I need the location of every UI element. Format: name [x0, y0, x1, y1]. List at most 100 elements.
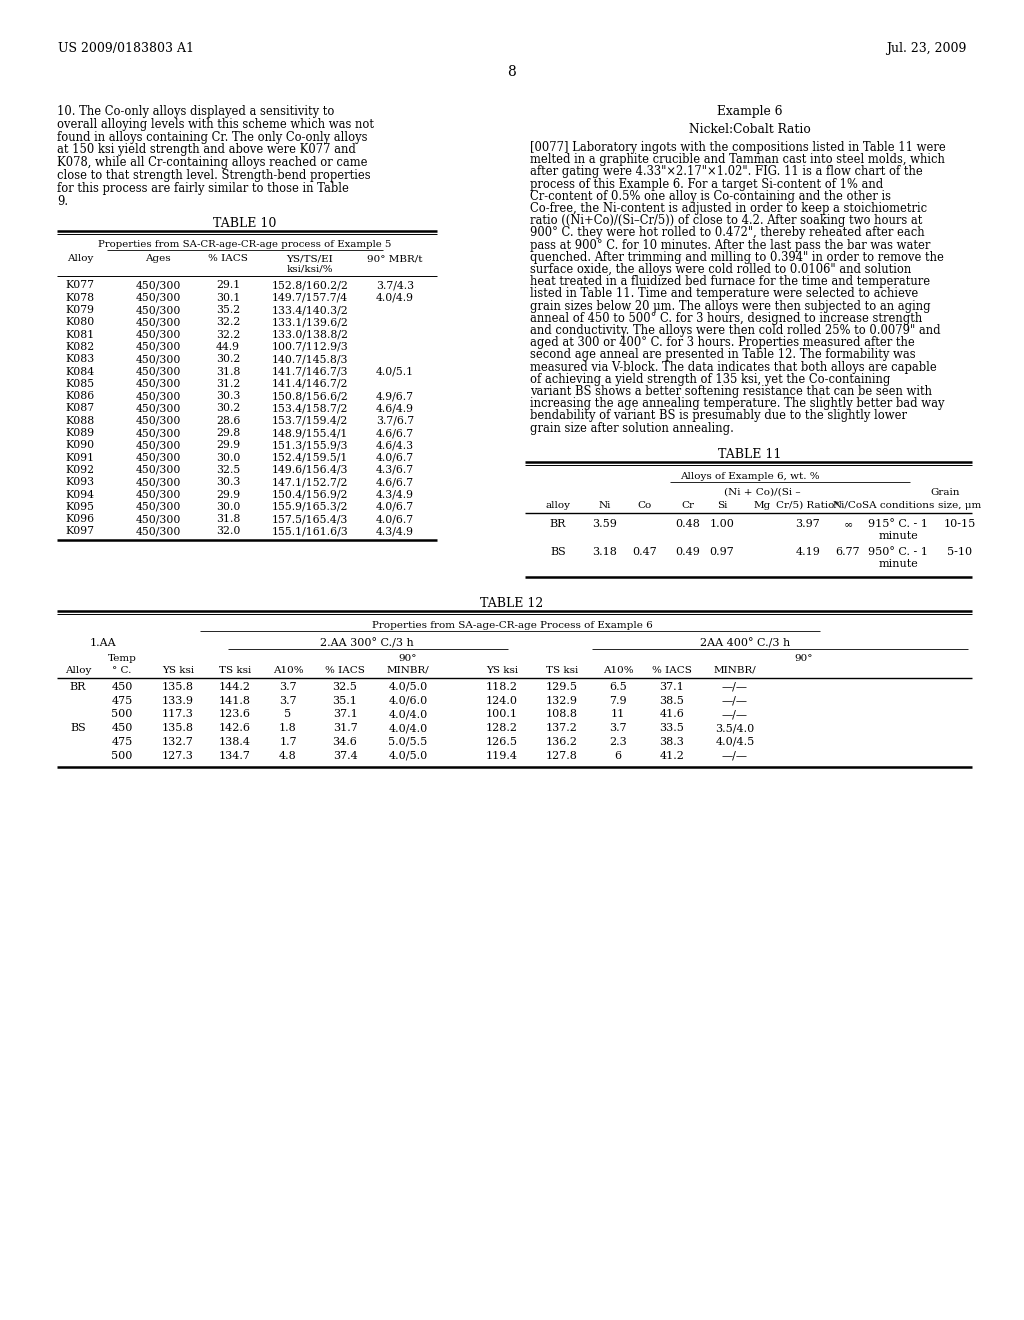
- Text: 3.7: 3.7: [280, 682, 297, 692]
- Text: 155.1/161.6/3: 155.1/161.6/3: [271, 527, 348, 536]
- Text: 30.0: 30.0: [216, 502, 241, 512]
- Text: 30.3: 30.3: [216, 391, 241, 401]
- Text: Properties from SA-CR-age-CR-age process of Example 5: Properties from SA-CR-age-CR-age process…: [98, 240, 392, 249]
- Text: Ni: Ni: [599, 500, 611, 510]
- Text: found in alloys containing Cr. The only Co-only alloys: found in alloys containing Cr. The only …: [57, 131, 368, 144]
- Text: 475: 475: [112, 737, 133, 747]
- Text: 9.: 9.: [57, 194, 69, 207]
- Text: 29.9: 29.9: [216, 441, 240, 450]
- Text: 37.1: 37.1: [333, 709, 357, 719]
- Text: 41.2: 41.2: [659, 751, 684, 760]
- Text: and conductivity. The alloys were then cold rolled 25% to 0.0079" and: and conductivity. The alloys were then c…: [530, 323, 941, 337]
- Text: 450: 450: [112, 723, 133, 733]
- Text: 3.5/4.0: 3.5/4.0: [716, 723, 755, 733]
- Text: 4.6/4.9: 4.6/4.9: [376, 404, 414, 413]
- Text: Temp: Temp: [108, 653, 136, 663]
- Text: ° C.: ° C.: [113, 665, 132, 675]
- Text: 31.8: 31.8: [216, 367, 241, 376]
- Text: 5.0/5.5: 5.0/5.5: [388, 737, 428, 747]
- Text: 450/300: 450/300: [135, 513, 180, 524]
- Text: 3.59: 3.59: [593, 519, 617, 529]
- Text: K078: K078: [66, 293, 94, 302]
- Text: 37.4: 37.4: [333, 751, 357, 760]
- Text: pass at 900° C. for 10 minutes. After the last pass the bar was water: pass at 900° C. for 10 minutes. After th…: [530, 239, 931, 252]
- Text: TS ksi: TS ksi: [219, 665, 251, 675]
- Text: K085: K085: [66, 379, 94, 389]
- Text: K094: K094: [66, 490, 94, 499]
- Text: —/—: —/—: [722, 682, 748, 692]
- Text: 450/300: 450/300: [135, 317, 180, 327]
- Text: 6.5: 6.5: [609, 682, 627, 692]
- Text: 4.9/6.7: 4.9/6.7: [376, 391, 414, 401]
- Text: TS ksi: TS ksi: [546, 665, 579, 675]
- Text: 450/300: 450/300: [135, 379, 180, 389]
- Text: 4.0/4.5: 4.0/4.5: [716, 737, 755, 747]
- Text: K082: K082: [66, 342, 94, 352]
- Text: 500: 500: [112, 709, 133, 719]
- Text: K080: K080: [66, 317, 94, 327]
- Text: aged at 300 or 400° C. for 3 hours. Properties measured after the: aged at 300 or 400° C. for 3 hours. Prop…: [530, 337, 914, 350]
- Text: US 2009/0183803 A1: US 2009/0183803 A1: [58, 42, 194, 55]
- Text: A10%: A10%: [272, 665, 303, 675]
- Text: heat treated in a fluidized bed furnace for the time and temperature: heat treated in a fluidized bed furnace …: [530, 275, 930, 288]
- Text: 3.7/4.3: 3.7/4.3: [376, 280, 414, 290]
- Text: 4.6/4.3: 4.6/4.3: [376, 441, 414, 450]
- Text: 35.2: 35.2: [216, 305, 240, 315]
- Text: 450/300: 450/300: [135, 416, 180, 426]
- Text: close to that strength level. Strength-bend properties: close to that strength level. Strength-b…: [57, 169, 371, 182]
- Text: % IACS: % IACS: [652, 665, 692, 675]
- Text: 0.49: 0.49: [676, 546, 700, 557]
- Text: 135.8: 135.8: [162, 682, 194, 692]
- Text: 4.0/6.7: 4.0/6.7: [376, 513, 414, 524]
- Text: 5: 5: [285, 709, 292, 719]
- Text: 151.3/155.9/3: 151.3/155.9/3: [271, 441, 348, 450]
- Text: 8: 8: [508, 65, 516, 79]
- Text: 450/300: 450/300: [135, 490, 180, 499]
- Text: 900° C. they were hot rolled to 0.472", thereby reheated after each: 900° C. they were hot rolled to 0.472", …: [530, 227, 925, 239]
- Text: 141.7/146.7/3: 141.7/146.7/3: [271, 367, 348, 376]
- Text: 0.47: 0.47: [633, 546, 657, 557]
- Text: 135.8: 135.8: [162, 723, 194, 733]
- Text: MINBR/: MINBR/: [714, 665, 757, 675]
- Text: 4.0/4.0: 4.0/4.0: [388, 723, 428, 733]
- Text: grain size after solution annealing.: grain size after solution annealing.: [530, 421, 734, 434]
- Text: 450/300: 450/300: [135, 502, 180, 512]
- Text: 134.7: 134.7: [219, 751, 251, 760]
- Text: 3.18: 3.18: [593, 546, 617, 557]
- Text: 6: 6: [614, 751, 622, 760]
- Text: 4.0/4.9: 4.0/4.9: [376, 293, 414, 302]
- Text: listed in Table 11. Time and temperature were selected to achieve: listed in Table 11. Time and temperature…: [530, 288, 919, 301]
- Text: 450/300: 450/300: [135, 280, 180, 290]
- Text: alloy: alloy: [546, 500, 570, 510]
- Text: overall alloying levels with this scheme which was not: overall alloying levels with this scheme…: [57, 117, 374, 131]
- Text: 10-15: 10-15: [944, 519, 976, 529]
- Text: 10. The Co-only alloys displayed a sensitivity to: 10. The Co-only alloys displayed a sensi…: [57, 106, 335, 117]
- Text: 2.AA 300° C./3 h: 2.AA 300° C./3 h: [321, 638, 414, 648]
- Text: K079: K079: [66, 305, 94, 315]
- Text: 450/300: 450/300: [135, 293, 180, 302]
- Text: K087: K087: [66, 404, 94, 413]
- Text: 450/300: 450/300: [135, 465, 180, 475]
- Text: 90° MBR/t: 90° MBR/t: [368, 255, 423, 264]
- Text: measured via V-block. The data indicates that both alloys are capable: measured via V-block. The data indicates…: [530, 360, 937, 374]
- Text: 30.2: 30.2: [216, 404, 241, 413]
- Text: 0.97: 0.97: [710, 546, 734, 557]
- Text: 129.5: 129.5: [546, 682, 578, 692]
- Text: 4.3/4.9: 4.3/4.9: [376, 490, 414, 499]
- Text: Alloy: Alloy: [67, 255, 93, 264]
- Text: 4.6/6.7: 4.6/6.7: [376, 428, 414, 438]
- Text: 133.1/139.6/2: 133.1/139.6/2: [271, 317, 348, 327]
- Text: 30.3: 30.3: [216, 478, 241, 487]
- Text: at 150 ksi yield strength and above were K077 and: at 150 ksi yield strength and above were…: [57, 144, 356, 156]
- Text: ratio ((Ni+Co)/(Si–Cr/5)) of close to 4.2. After soaking two hours at: ratio ((Ni+Co)/(Si–Cr/5)) of close to 4.…: [530, 214, 923, 227]
- Text: 1.8: 1.8: [280, 723, 297, 733]
- Text: Alloy: Alloy: [65, 665, 91, 675]
- Text: surface oxide, the alloys were cold rolled to 0.0106" and solution: surface oxide, the alloys were cold roll…: [530, 263, 911, 276]
- Text: 32.0: 32.0: [216, 527, 241, 536]
- Text: 450/300: 450/300: [135, 391, 180, 401]
- Text: 450/300: 450/300: [135, 330, 180, 339]
- Text: K078, while all Cr-containing alloys reached or came: K078, while all Cr-containing alloys rea…: [57, 156, 368, 169]
- Text: grain sizes below 20 μm. The alloys were then subjected to an aging: grain sizes below 20 μm. The alloys were…: [530, 300, 931, 313]
- Text: bendability of variant BS is presumably due to the slightly lower: bendability of variant BS is presumably …: [530, 409, 907, 422]
- Text: size, μm: size, μm: [938, 500, 982, 510]
